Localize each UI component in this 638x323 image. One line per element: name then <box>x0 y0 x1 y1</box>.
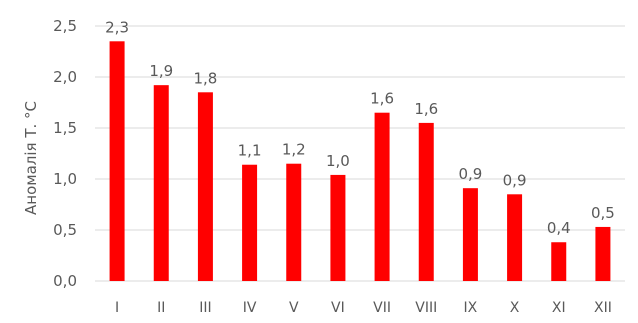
x-tick-label: I <box>115 300 119 316</box>
bar <box>374 112 390 281</box>
bar <box>507 194 523 281</box>
x-tick-label: XII <box>594 300 612 316</box>
data-label: 1,2 <box>282 141 306 159</box>
x-tick-label: XI <box>552 300 566 316</box>
x-tick-label: II <box>157 300 165 316</box>
y-tick-label: 2,0 <box>53 68 77 86</box>
y-tick-label: 1,0 <box>53 170 77 188</box>
data-label: 1,9 <box>149 62 173 80</box>
data-label: 0,9 <box>458 165 482 183</box>
x-tick-label: V <box>289 300 299 316</box>
data-label: 0,5 <box>591 204 615 222</box>
x-tick-label: VII <box>373 300 391 316</box>
data-label: 1,8 <box>193 69 217 87</box>
bar <box>242 164 258 281</box>
x-tick-label: III <box>199 300 211 316</box>
y-tick-label: 2,5 <box>53 17 77 35</box>
x-tick-label: VIII <box>415 300 437 316</box>
gridlines <box>95 25 625 282</box>
data-label: 2,3 <box>105 18 129 36</box>
bar <box>418 122 434 282</box>
y-tick-label: 0,0 <box>53 272 77 290</box>
bar <box>462 188 478 281</box>
bar <box>153 85 169 281</box>
y-axis-label: Аномалія Т. °С <box>22 101 40 215</box>
bars <box>109 41 611 282</box>
bar <box>330 174 346 281</box>
x-tick-label: X <box>510 300 520 316</box>
data-label: 1,6 <box>414 100 438 118</box>
x-tick-label: VI <box>331 300 345 316</box>
data-labels: 2,3 1,9 1,8 1,1 1,2 1,0 1,6 1,6 0,9 0,9 0,4 0,5 <box>105 18 615 237</box>
data-label: 0,4 <box>547 219 571 237</box>
bar <box>595 226 611 281</box>
y-axis-ticks: 0,0 0,5 1,0 1,5 2,0 2,5 <box>53 17 77 290</box>
bar <box>286 163 302 281</box>
x-axis-ticks: I II III IV V VI VII VIII IX X XI XII <box>115 300 612 316</box>
bar <box>109 41 125 281</box>
bar <box>551 242 567 281</box>
x-tick-label: IV <box>243 300 257 316</box>
x-tick-label: IX <box>464 300 478 316</box>
bar <box>197 92 213 281</box>
y-tick-label: 0,5 <box>53 221 77 239</box>
data-label: 0,9 <box>503 171 527 189</box>
data-label: 1,1 <box>238 142 262 160</box>
y-tick-label: 1,5 <box>53 119 77 137</box>
data-label: 1,6 <box>370 90 394 108</box>
data-label: 1,0 <box>326 152 350 170</box>
